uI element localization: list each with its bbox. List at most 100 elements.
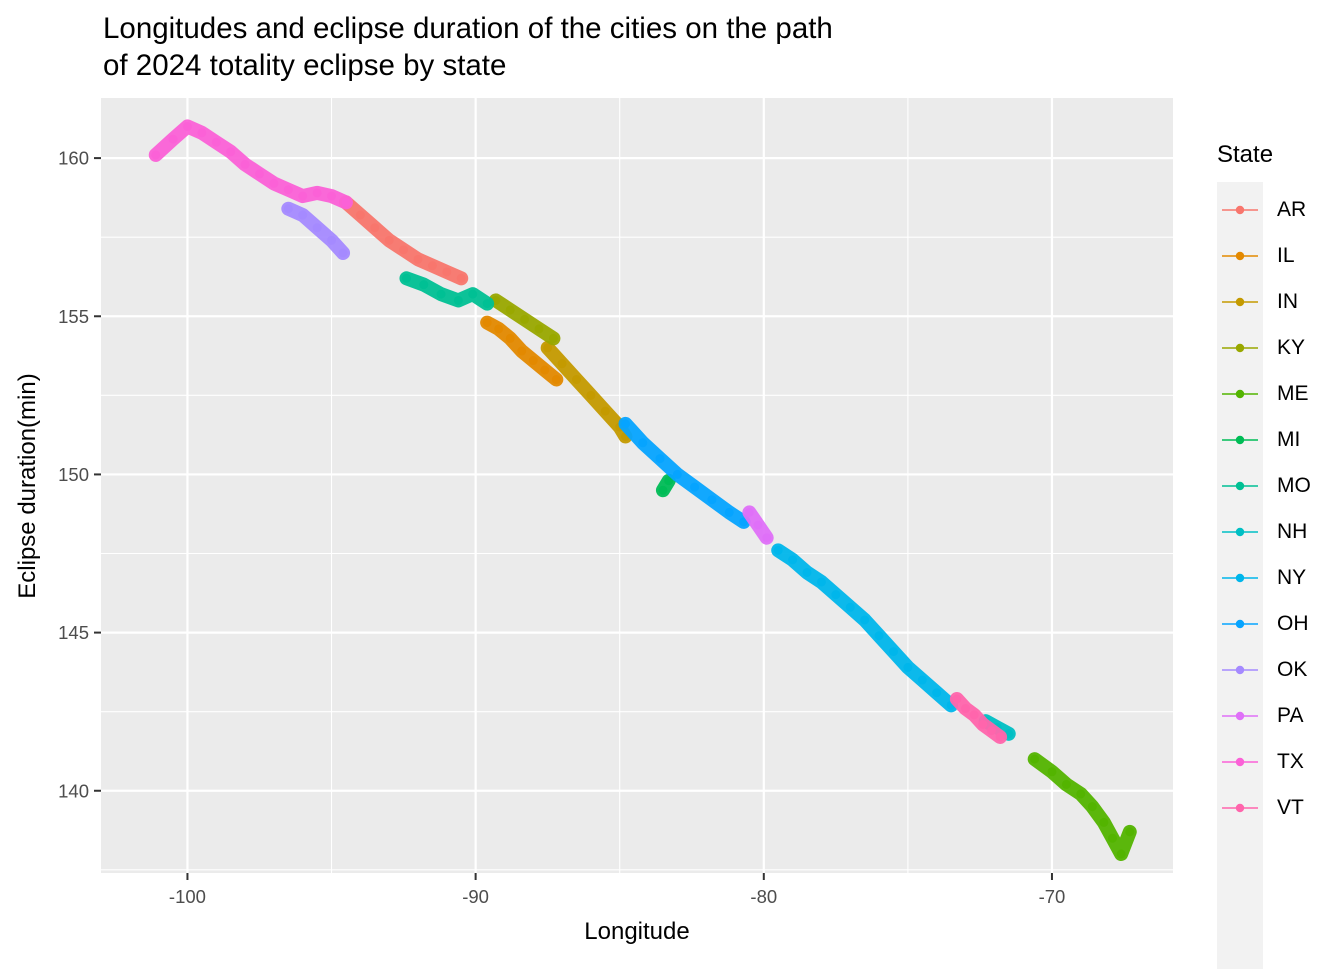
legend-label: OH xyxy=(1277,612,1309,635)
chart-title-line-2: of 2024 totality eclipse by state xyxy=(103,49,507,82)
point-PA xyxy=(753,520,763,530)
legend-key-point xyxy=(1235,435,1245,445)
point-ME xyxy=(1030,754,1040,764)
chart-title-line-1: Longitudes and eclipse duration of the c… xyxy=(103,12,833,45)
legend-key-point xyxy=(1235,389,1245,399)
point-NY xyxy=(932,688,942,698)
legend-item-NY: NY xyxy=(1217,555,1344,601)
point-AR xyxy=(384,235,394,245)
legend-label: MO xyxy=(1277,474,1311,497)
legend-item-TX: TX xyxy=(1217,739,1344,785)
point-IN xyxy=(600,406,610,416)
point-OK xyxy=(338,248,348,258)
point-NY xyxy=(888,647,898,657)
legend-key-ME xyxy=(1222,389,1258,399)
point-IN xyxy=(571,375,581,385)
legend-key-IL xyxy=(1222,251,1258,261)
point-MI xyxy=(664,476,674,486)
legend-key-MO xyxy=(1222,481,1258,491)
legend-label: OK xyxy=(1277,658,1308,681)
point-ME xyxy=(1116,849,1126,859)
point-TX xyxy=(197,128,207,138)
legend-item-MO: MO xyxy=(1217,463,1344,509)
point-TX xyxy=(211,137,221,147)
x-tick-label: -70 xyxy=(1039,886,1066,907)
point-KY xyxy=(534,324,544,334)
point-AR xyxy=(370,223,380,233)
point-TX xyxy=(182,121,192,131)
legend-label: TX xyxy=(1277,750,1304,773)
point-VT xyxy=(952,694,962,704)
point-NY xyxy=(788,555,798,565)
point-IL xyxy=(494,324,504,334)
legend-label: IN xyxy=(1277,290,1298,313)
point-TX xyxy=(327,191,337,201)
point-AR xyxy=(456,273,466,283)
point-TX xyxy=(168,134,178,144)
point-ME xyxy=(1087,802,1097,812)
legend-key-OH xyxy=(1222,619,1258,629)
point-OH xyxy=(620,419,630,429)
point-OK xyxy=(298,210,308,220)
legend-key-NY xyxy=(1222,573,1258,583)
y-tick-label: 140 xyxy=(58,780,89,801)
legend-item-KY: KY xyxy=(1217,325,1344,371)
point-ME xyxy=(1061,779,1071,789)
point-OH xyxy=(707,495,717,505)
y-tick-label: 160 xyxy=(58,148,89,169)
y-tick-label: 150 xyxy=(58,464,89,485)
legend-key-point xyxy=(1235,343,1245,353)
legend-label: NH xyxy=(1277,520,1308,543)
legend-key-VT xyxy=(1222,803,1258,813)
legend-key-point xyxy=(1235,527,1245,537)
point-OK xyxy=(283,204,293,214)
legend-key-MI xyxy=(1222,435,1258,445)
legend-key-point xyxy=(1235,205,1245,215)
point-PA xyxy=(762,533,772,543)
point-MO xyxy=(401,273,411,283)
point-OH xyxy=(724,507,734,517)
y-axis-label: Eclipse duration(min) xyxy=(14,373,41,599)
point-VT xyxy=(986,726,996,736)
legend-label: IL xyxy=(1277,244,1295,267)
point-NY xyxy=(903,662,913,672)
legend-label: KY xyxy=(1277,336,1306,359)
point-AR xyxy=(355,210,365,220)
point-PA xyxy=(744,507,754,517)
legend-key-point xyxy=(1235,803,1245,813)
legend-key-TX xyxy=(1222,757,1258,767)
point-KY xyxy=(548,333,558,343)
point-OH xyxy=(638,438,648,448)
legend-title: State xyxy=(1217,141,1274,168)
panel-background xyxy=(101,98,1173,873)
legend-item-MI: MI xyxy=(1217,417,1344,463)
point-TX xyxy=(312,188,322,198)
x-tick-label: -100 xyxy=(169,886,206,907)
point-MO xyxy=(436,289,446,299)
point-MO xyxy=(453,295,463,305)
point-VT xyxy=(978,719,988,729)
point-NY xyxy=(816,577,826,587)
point-IL xyxy=(482,318,492,328)
point-MO xyxy=(468,289,478,299)
chart-title: Longitudes and eclipse duration of the c… xyxy=(103,10,1103,84)
point-AR xyxy=(413,254,423,264)
point-NY xyxy=(802,567,812,577)
legend-item-IN: IN xyxy=(1217,279,1344,325)
point-ME xyxy=(1125,827,1135,837)
legend-item-OH: OH xyxy=(1217,601,1344,647)
legend-key-point xyxy=(1235,757,1245,767)
point-VT xyxy=(995,732,1005,742)
point-AR xyxy=(399,245,409,255)
y-tick-label: 155 xyxy=(58,306,89,327)
legend-item-AR: AR xyxy=(1217,187,1344,233)
legend-key-NH xyxy=(1222,527,1258,537)
point-ME xyxy=(1047,767,1057,777)
legend-key-PA xyxy=(1222,711,1258,721)
x-tick-label: -80 xyxy=(750,886,777,907)
legend-item-NH: NH xyxy=(1217,509,1344,555)
point-OH xyxy=(672,469,682,479)
point-NY xyxy=(845,602,855,612)
point-IL xyxy=(540,365,550,375)
